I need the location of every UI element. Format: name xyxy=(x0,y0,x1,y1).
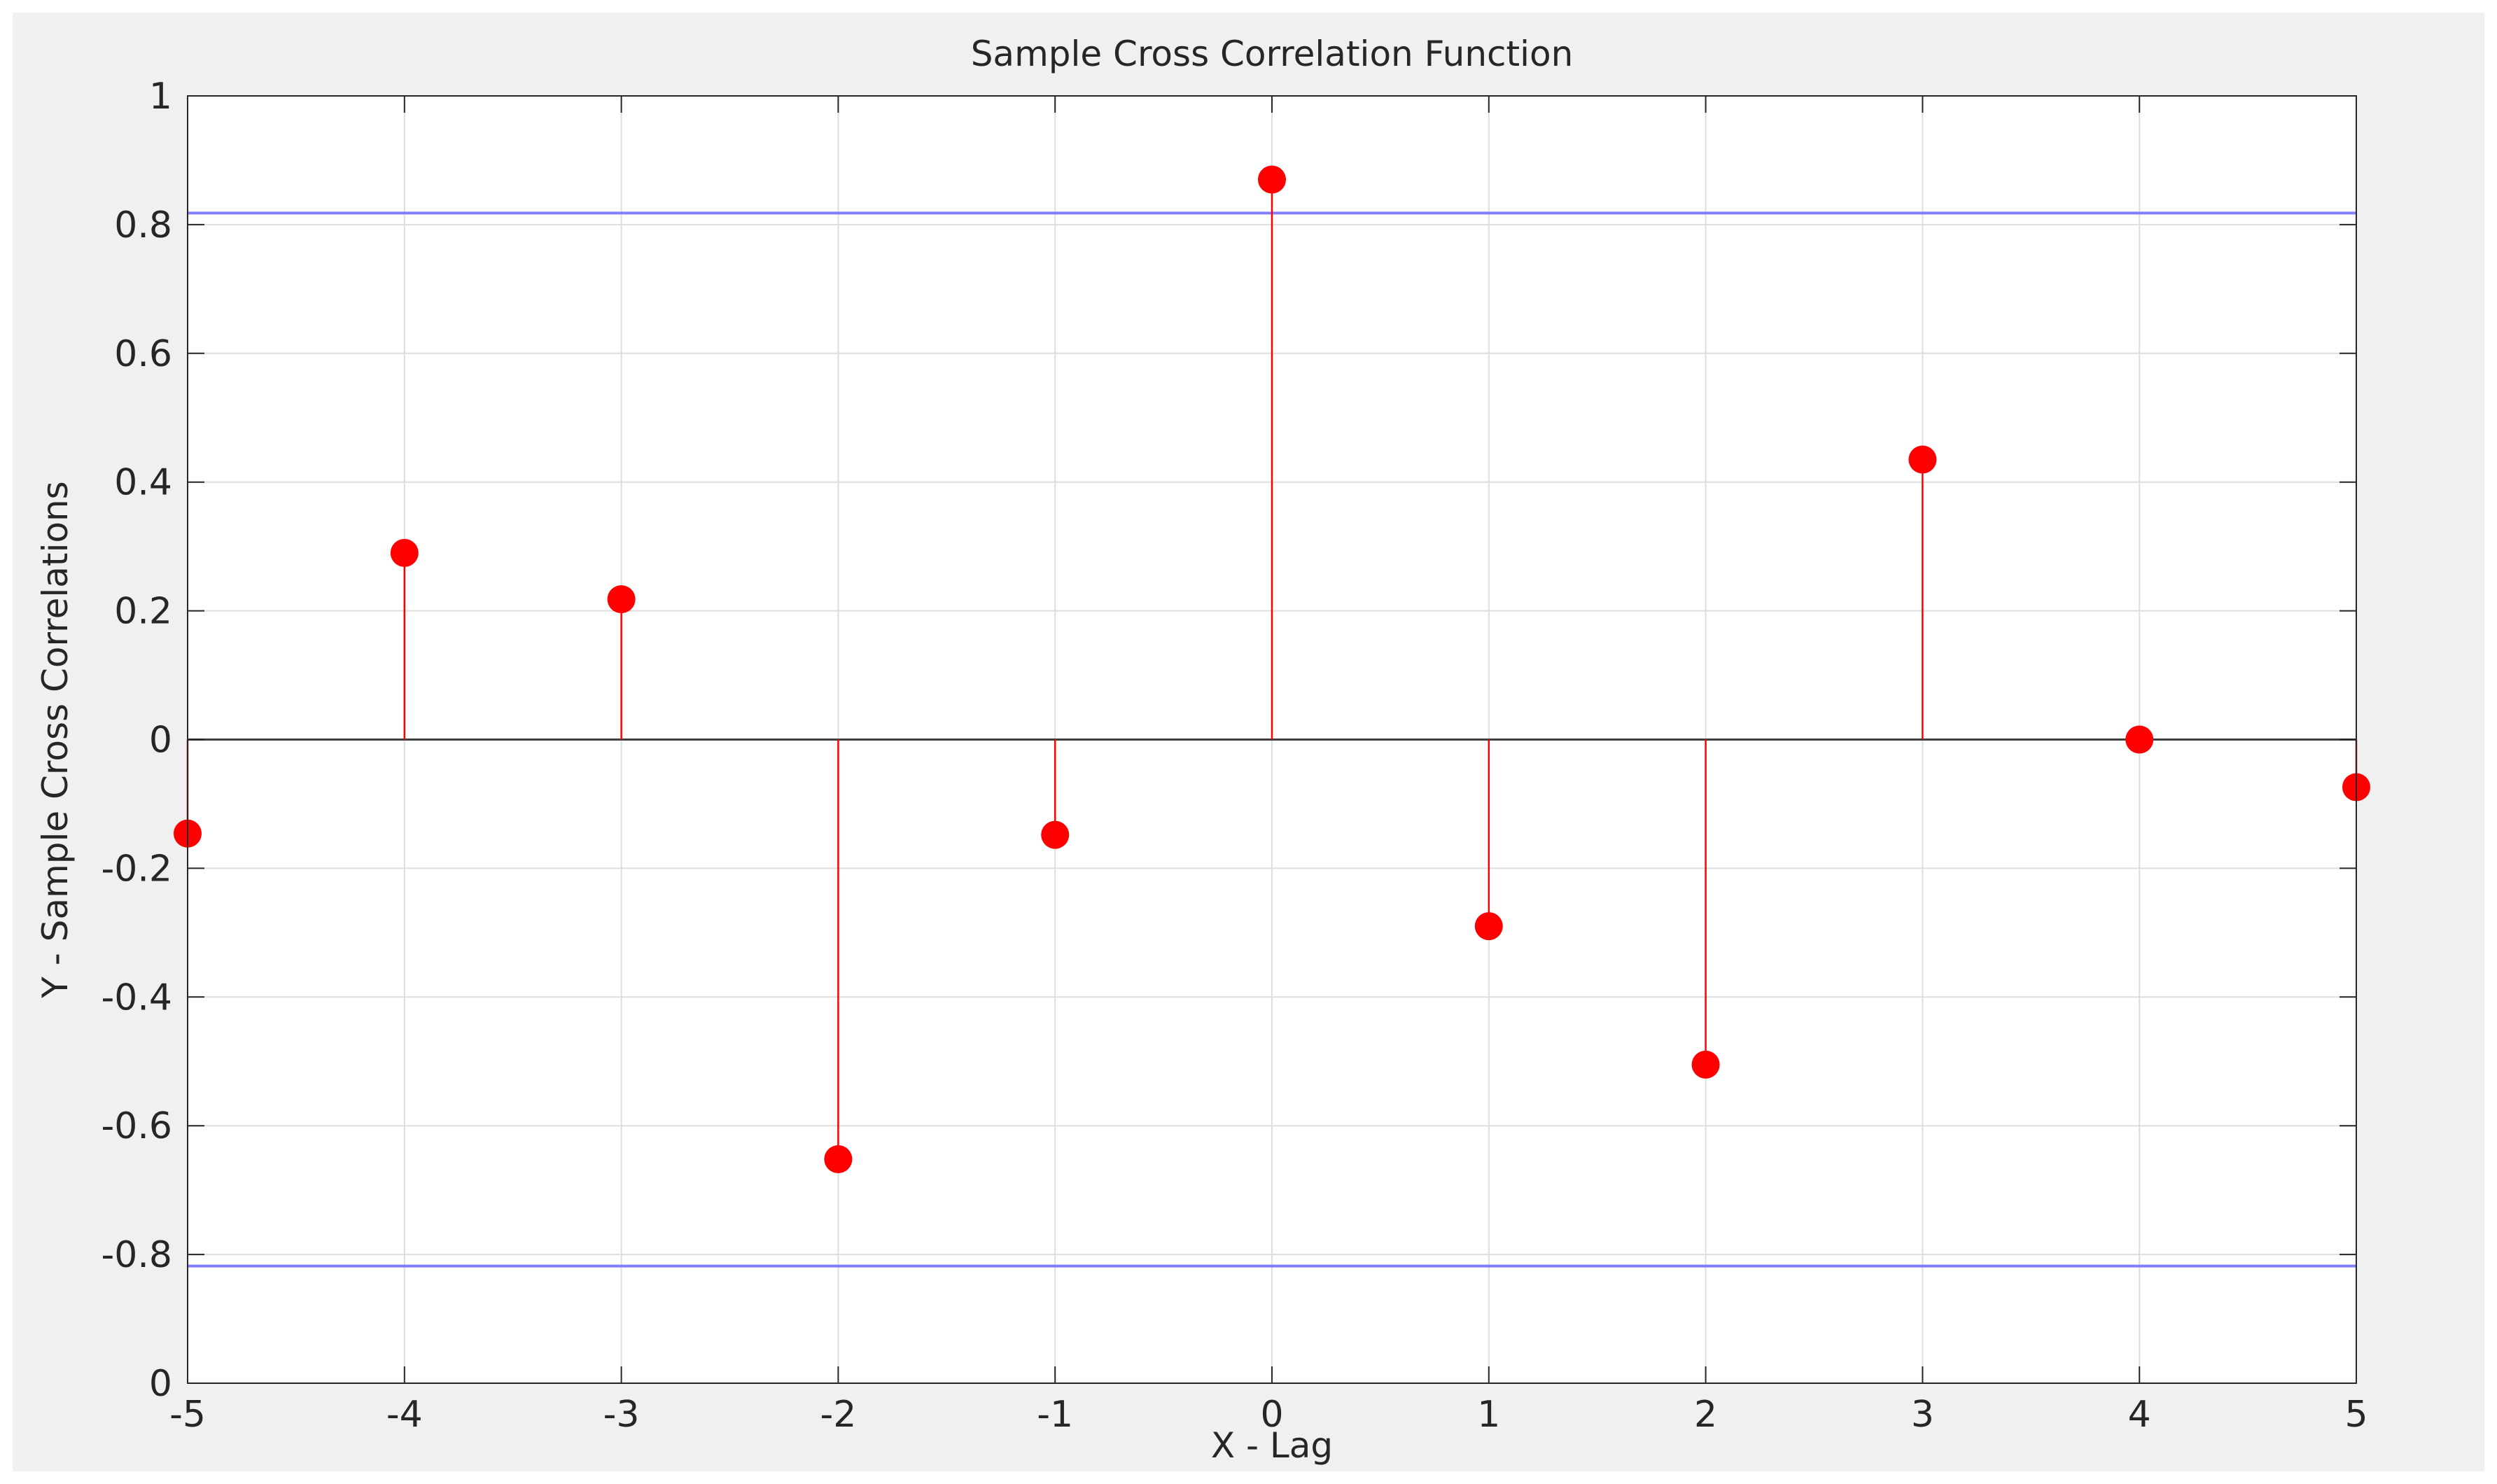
stem-marker xyxy=(1908,445,1937,474)
x-tick-label: 4 xyxy=(2128,1394,2151,1436)
axis-ticks xyxy=(187,95,2357,1384)
stem-marker xyxy=(390,538,419,567)
y-tick-label: 0.4 xyxy=(114,462,172,504)
x-tick-label: -3 xyxy=(603,1394,640,1436)
x-tick-label: 2 xyxy=(1694,1394,1717,1436)
y-tick-label: 0.6 xyxy=(114,333,172,375)
stem-marker xyxy=(1691,1050,1720,1079)
y-tick-label: 0 xyxy=(149,1363,172,1405)
y-tick-label: 0.8 xyxy=(114,204,172,246)
x-axis-label: X - Lag xyxy=(1211,1425,1333,1466)
y-tick-label: 0.2 xyxy=(114,591,172,633)
stem-marker xyxy=(607,585,636,614)
stem-marker xyxy=(1041,820,1070,849)
y-axis-label: Y - Sample Cross Correlations xyxy=(35,481,76,998)
x-tick-label: -4 xyxy=(386,1394,423,1436)
x-tick-label: -1 xyxy=(1037,1394,1073,1436)
y-tick-label: 0 xyxy=(149,720,172,762)
stem-series xyxy=(174,165,2370,1174)
y-tick-label: -0.2 xyxy=(102,848,172,890)
x-tick-labels: -5 -4 -3 -2 -1 0 1 2 3 4 5 xyxy=(169,1394,2367,1436)
y-tick-label: -0.8 xyxy=(102,1234,172,1276)
y-tick-labels: 1 0.8 0.6 0.4 0.2 0 -0.2 -0.4 -0.6 -0.8 0 xyxy=(102,76,172,1405)
x-tick-label: 1 xyxy=(1477,1394,1500,1436)
y-tick-label: 1 xyxy=(149,76,172,118)
x-tick-label: -2 xyxy=(820,1394,856,1436)
chart-title: Sample Cross Correlation Function xyxy=(971,34,1574,74)
x-tick-label: 5 xyxy=(2344,1394,2367,1436)
stem-marker xyxy=(1474,912,1503,941)
x-tick-label: -5 xyxy=(169,1394,206,1436)
x-tick-label: 3 xyxy=(1911,1394,1934,1436)
stem-marker xyxy=(2125,725,2154,754)
y-tick-label: -0.4 xyxy=(102,976,172,1018)
stem-marker xyxy=(1258,165,1286,194)
stem-marker xyxy=(824,1145,853,1174)
x-tick-label: 0 xyxy=(1260,1394,1283,1436)
y-tick-label: -0.6 xyxy=(102,1105,172,1147)
